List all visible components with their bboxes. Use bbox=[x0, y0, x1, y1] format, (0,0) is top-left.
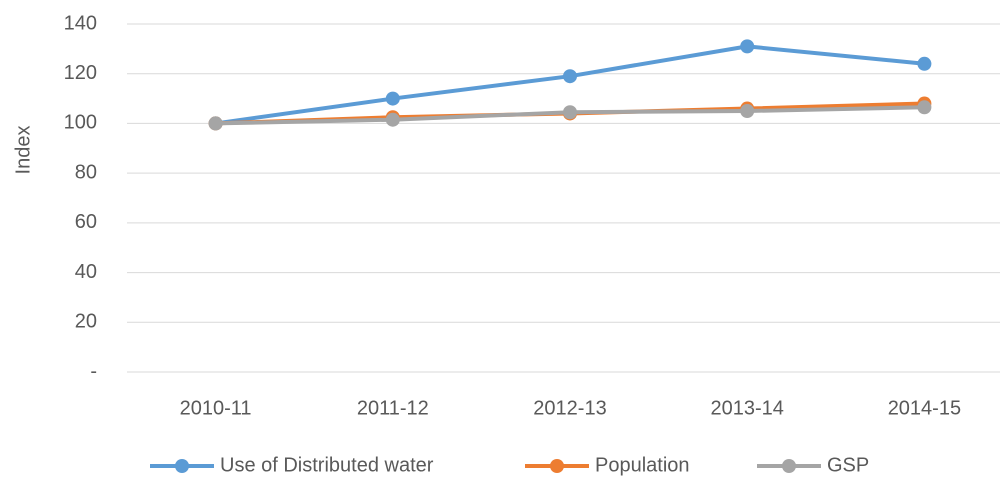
y-tick-label: - bbox=[90, 360, 97, 382]
y-axis-label: Index bbox=[12, 126, 34, 175]
data-point bbox=[740, 104, 755, 118]
data-point bbox=[385, 91, 400, 106]
data-point bbox=[385, 112, 400, 127]
x-tick-label: 2012-13 bbox=[533, 397, 606, 419]
y-tick-label: 80 bbox=[75, 161, 97, 183]
legend-marker bbox=[175, 459, 189, 473]
data-point bbox=[563, 105, 577, 120]
y-tick-label: 40 bbox=[75, 261, 97, 283]
legend-label: Use of Distributed water bbox=[220, 454, 434, 476]
x-tick-label: 2010-11 bbox=[180, 397, 252, 419]
legend-marker bbox=[782, 459, 796, 473]
data-point bbox=[740, 39, 755, 54]
y-tick-label: 60 bbox=[75, 211, 97, 233]
data-point bbox=[917, 100, 932, 115]
y-tick-label: 140 bbox=[64, 12, 97, 34]
legend-label: Population bbox=[595, 454, 690, 476]
y-tick-label: 100 bbox=[64, 112, 97, 134]
x-tick-label: 2011-12 bbox=[357, 397, 429, 419]
legend-label: GSP bbox=[827, 454, 869, 476]
data-point bbox=[917, 56, 932, 71]
x-tick-label: 2014-15 bbox=[888, 397, 961, 419]
data-point bbox=[563, 69, 577, 84]
legend-marker bbox=[550, 459, 564, 473]
y-tick-label: 120 bbox=[64, 62, 97, 84]
x-tick-label: 2013-14 bbox=[710, 397, 783, 419]
data-point bbox=[208, 116, 223, 131]
y-tick-label: 20 bbox=[75, 311, 97, 333]
